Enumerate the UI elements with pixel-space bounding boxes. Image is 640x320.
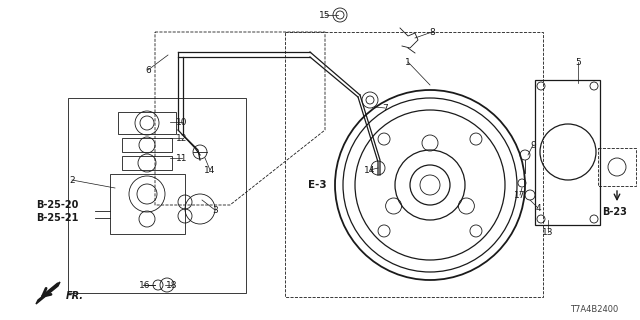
Text: B-23: B-23 xyxy=(603,207,627,217)
Text: B-25-21: B-25-21 xyxy=(36,213,78,223)
Bar xyxy=(598,148,636,186)
Bar xyxy=(68,98,246,293)
Text: 15: 15 xyxy=(319,11,331,20)
Bar xyxy=(110,174,185,234)
Text: FR.: FR. xyxy=(66,291,84,301)
Text: 18: 18 xyxy=(166,281,178,290)
Text: 14: 14 xyxy=(364,165,376,174)
Text: 11: 11 xyxy=(176,154,188,163)
Text: 12: 12 xyxy=(176,133,188,142)
Text: 17: 17 xyxy=(515,190,525,199)
Text: B-25-20: B-25-20 xyxy=(36,200,78,210)
Text: 4: 4 xyxy=(535,204,541,212)
Bar xyxy=(535,80,600,225)
Bar xyxy=(122,138,172,152)
Bar xyxy=(122,156,172,170)
Bar xyxy=(118,112,176,134)
Text: 6: 6 xyxy=(145,66,151,75)
Text: 8: 8 xyxy=(429,28,435,36)
Text: 14: 14 xyxy=(204,165,216,174)
Text: 13: 13 xyxy=(542,228,554,236)
Text: T7A4B2400: T7A4B2400 xyxy=(570,306,618,315)
Text: 3: 3 xyxy=(212,205,218,214)
Text: 10: 10 xyxy=(176,117,188,126)
Bar xyxy=(285,32,543,297)
Text: 7: 7 xyxy=(382,103,388,113)
Text: 1: 1 xyxy=(405,58,411,67)
Text: 16: 16 xyxy=(140,281,151,290)
Text: 9: 9 xyxy=(530,140,536,149)
Text: E-3: E-3 xyxy=(308,180,326,190)
Polygon shape xyxy=(36,282,60,304)
Text: 5: 5 xyxy=(575,58,581,67)
Text: 2: 2 xyxy=(69,175,75,185)
